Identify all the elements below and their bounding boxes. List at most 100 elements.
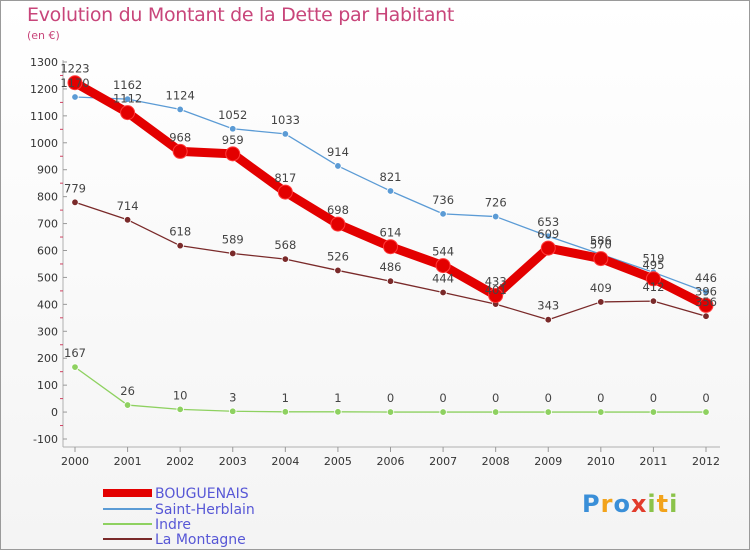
data-point <box>176 241 184 250</box>
legend-entry: BOUGUENAIS <box>103 486 249 502</box>
logo-letter: x <box>630 490 648 518</box>
data-point <box>439 288 447 297</box>
data-label: 959 <box>222 133 244 147</box>
data-point <box>120 105 136 121</box>
y-tick-label: 500 <box>37 271 58 284</box>
data-point <box>544 316 552 324</box>
series-line <box>74 366 707 413</box>
y-tick-label: 800 <box>37 191 58 204</box>
y-tick-label: 1300 <box>30 56 58 69</box>
data-point <box>386 277 395 285</box>
data-label: 486 <box>380 260 402 274</box>
data-point <box>439 408 447 416</box>
data-point <box>123 216 132 224</box>
data-point <box>123 401 132 409</box>
data-point <box>439 210 447 218</box>
data-point <box>334 162 342 170</box>
data-label: 446 <box>695 271 717 285</box>
x-tick-label: 2004 <box>271 455 299 468</box>
data-point <box>540 240 556 256</box>
data-point <box>334 408 342 416</box>
data-label: 821 <box>380 170 402 184</box>
data-label: 653 <box>537 215 559 229</box>
y-tick-label: 1000 <box>30 137 58 150</box>
data-point <box>71 93 79 101</box>
data-point <box>597 298 605 306</box>
series-la-montagne <box>71 198 710 324</box>
legend-label: La Montagne <box>155 532 246 548</box>
data-label: 779 <box>64 181 86 195</box>
data-label: 1223 <box>60 62 89 76</box>
y-tick-label: 300 <box>37 325 58 338</box>
data-label: 0 <box>439 391 446 405</box>
data-point <box>71 363 79 371</box>
data-label: 401 <box>485 283 507 297</box>
legend-entry: La Montagne <box>103 532 246 548</box>
data-label: 0 <box>492 391 499 405</box>
data-point <box>229 125 237 133</box>
data-label: 444 <box>432 272 454 286</box>
data-point <box>277 184 293 200</box>
data-label: 10 <box>173 388 188 402</box>
data-point <box>488 287 504 303</box>
data-label: 714 <box>117 199 139 213</box>
data-point <box>597 408 605 416</box>
legend-label: Indre <box>155 517 191 533</box>
data-point <box>544 408 552 416</box>
data-label: 586 <box>590 233 612 247</box>
data-label: 0 <box>650 391 657 405</box>
x-tick-label: 2003 <box>219 455 247 468</box>
data-label: 0 <box>545 391 552 405</box>
data-label: 0 <box>597 391 604 405</box>
data-label: 1 <box>282 391 289 405</box>
data-point <box>491 408 500 416</box>
data-point <box>698 297 714 313</box>
x-tick-label: 2002 <box>166 455 194 468</box>
legend-entry: Saint-Herblain <box>103 502 255 518</box>
data-label: 1 <box>334 391 341 405</box>
data-point <box>176 405 184 414</box>
x-tick-label: 2011 <box>639 455 667 468</box>
data-label: 589 <box>222 232 244 246</box>
data-label: 26 <box>120 384 135 398</box>
y-tick-label: 100 <box>37 379 58 392</box>
data-point <box>67 75 83 91</box>
data-point <box>383 239 398 255</box>
data-label: 0 <box>702 391 709 405</box>
data-label: 409 <box>590 281 612 295</box>
data-point <box>176 105 184 114</box>
y-tick-label: 1100 <box>30 110 58 123</box>
series-indre <box>71 363 710 416</box>
logo-letter: i <box>647 490 657 518</box>
data-label: 356 <box>695 295 717 309</box>
logo-letter: o <box>613 490 631 518</box>
axes: -100010020030040050060070080090010001100… <box>30 56 720 468</box>
data-label: 1162 <box>113 78 142 92</box>
data-label: 544 <box>432 245 454 259</box>
data-label: 396 <box>695 284 717 298</box>
data-point <box>386 187 395 195</box>
data-label: 698 <box>327 203 349 217</box>
data-label: 1112 <box>113 92 142 106</box>
data-point <box>649 297 658 305</box>
data-point <box>225 146 241 162</box>
data-point <box>386 408 395 416</box>
data-point <box>702 288 710 296</box>
x-tick-label: 2000 <box>61 455 89 468</box>
data-point <box>229 249 237 258</box>
data-point <box>281 408 290 416</box>
data-point <box>649 408 658 416</box>
data-point <box>172 143 188 159</box>
series-bouguenais <box>67 75 714 313</box>
y-tick-label: 0 <box>51 406 58 419</box>
data-label: 914 <box>327 145 349 159</box>
chart-title: Evolution du Montant de la Dette par Hab… <box>27 4 455 26</box>
y-tick-label: 600 <box>37 245 58 258</box>
data-label: 526 <box>327 249 349 263</box>
x-tick-label: 2006 <box>377 455 405 468</box>
data-point <box>334 266 342 275</box>
x-tick-label: 2007 <box>429 455 457 468</box>
chart-subtitle: (en €) <box>27 29 60 42</box>
